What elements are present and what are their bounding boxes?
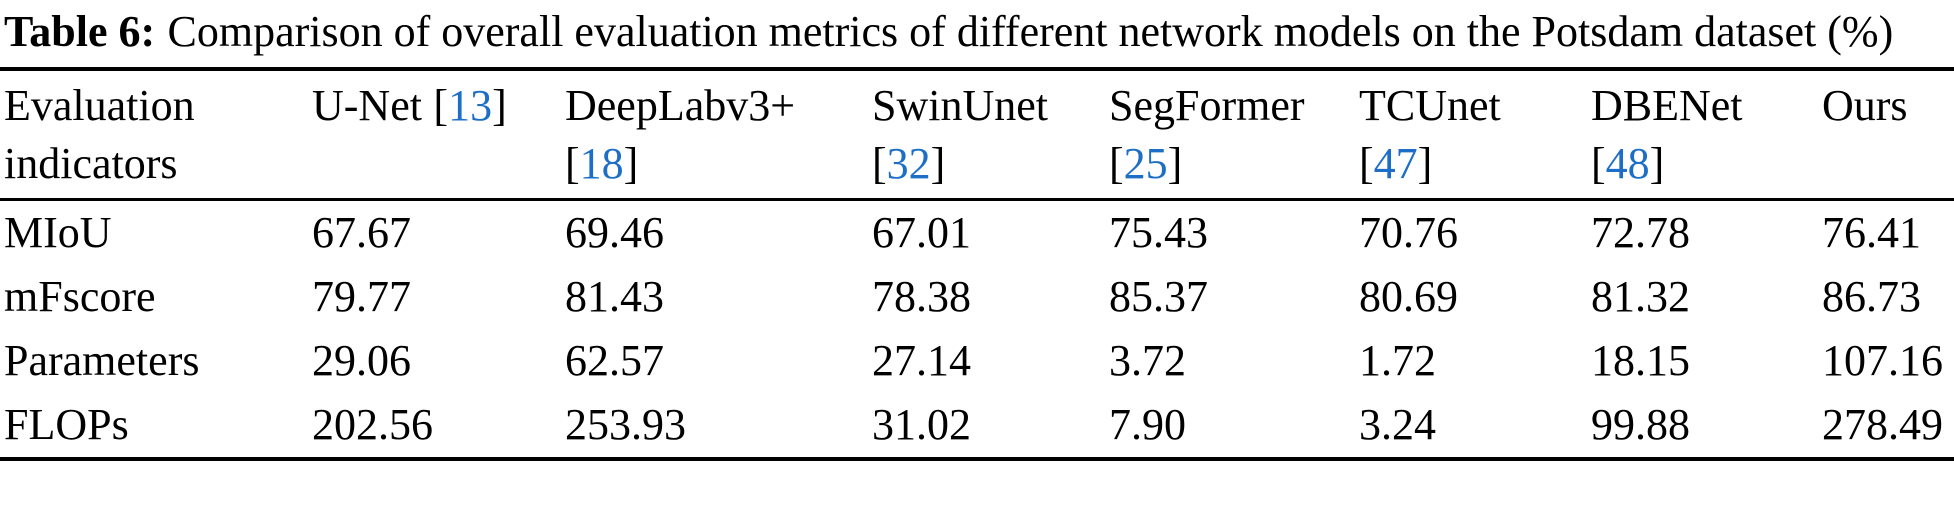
citation-bracket-open: [ xyxy=(1359,139,1374,188)
cell-value: 1.72 xyxy=(1359,336,1436,385)
cell-value: 3.24 xyxy=(1359,400,1436,449)
cell-value: 86.73 xyxy=(1822,272,1921,321)
column-header-evaluation-indicators: Evaluation indicators xyxy=(0,69,308,201)
cell-value: 69.46 xyxy=(565,208,664,257)
citation-bracket-close: ] xyxy=(1649,139,1665,188)
model-name: DeepLabv3+ xyxy=(565,81,796,130)
citation-link: [47] xyxy=(1359,135,1587,193)
cell-value: 7.90 xyxy=(1109,400,1186,449)
metrics-table: Evaluation indicators U-Net [13] DeepLabv… xyxy=(0,67,1954,461)
table-row-parameters: Parameters 29.06 62.57 27.14 3.72 1.72 1… xyxy=(0,329,1954,393)
cell-value: 85.37 xyxy=(1109,272,1208,321)
model-name: SwinUnet xyxy=(872,81,1048,130)
citation-bracket-close: ] xyxy=(492,81,507,130)
column-header-tcunet: TCUnet [47] xyxy=(1355,69,1587,201)
column-header-ours: Ours xyxy=(1818,69,1954,201)
citation-bracket-open: [ xyxy=(1109,139,1124,188)
citation-bracket-close: ] xyxy=(1167,139,1183,188)
model-name: DBENet xyxy=(1591,81,1743,130)
citation-bracket-open: [ xyxy=(1591,139,1606,188)
citation-bracket-close: ] xyxy=(623,139,639,188)
row-label: Parameters xyxy=(4,336,200,385)
cell-value: 18.15 xyxy=(1591,336,1690,385)
cell-value: 81.32 xyxy=(1591,272,1690,321)
cell-value: 70.76 xyxy=(1359,208,1458,257)
citation-bracket-close: ] xyxy=(930,139,946,188)
column-header-unet: U-Net [13] xyxy=(308,69,561,201)
column-header-dbenet: DBENet [48] xyxy=(1587,69,1818,201)
caption-text: Comparison of overall evaluation metrics… xyxy=(167,7,1894,56)
table-row-mfscore: mFscore 79.77 81.43 78.38 85.37 80.69 81… xyxy=(0,265,1954,329)
citation-bracket-open: [ xyxy=(565,139,580,188)
cell-value: 3.72 xyxy=(1109,336,1186,385)
cell-value: 29.06 xyxy=(312,336,411,385)
cell-value: 75.43 xyxy=(1109,208,1208,257)
row-label: MIoU xyxy=(4,208,112,257)
citation-number[interactable]: 25 xyxy=(1123,139,1168,188)
citation-link: [25] xyxy=(1109,135,1355,193)
cell-value: 278.49 xyxy=(1822,400,1943,449)
table-row-flops: FLOPs 202.56 253.93 31.02 7.90 3.24 99.8… xyxy=(0,393,1954,459)
row-label: FLOPs xyxy=(4,400,129,449)
table-row-miou: MIoU 67.67 69.46 67.01 75.43 70.76 72.78… xyxy=(0,200,1954,266)
cell-value: 67.01 xyxy=(872,208,971,257)
cell-value: 27.14 xyxy=(872,336,971,385)
column-label: Ours xyxy=(1822,81,1908,130)
cell-value: 31.02 xyxy=(872,400,971,449)
cell-value: 79.77 xyxy=(312,272,411,321)
citation-link: [13] xyxy=(433,81,506,130)
citation-number[interactable]: 18 xyxy=(579,139,624,188)
citation-bracket-open: [ xyxy=(872,139,887,188)
cell-value: 99.88 xyxy=(1591,400,1690,449)
cell-value: 62.57 xyxy=(565,336,664,385)
citation-number[interactable]: 32 xyxy=(886,139,931,188)
caption-label: Table 6: xyxy=(4,7,156,56)
header-row: Evaluation indicators U-Net [13] DeepLabv… xyxy=(0,69,1954,201)
column-header-swinunet: SwinUnet [32] xyxy=(868,69,1105,201)
citation-number[interactable]: 48 xyxy=(1605,139,1650,188)
cell-value: 76.41 xyxy=(1822,208,1921,257)
cell-value: 202.56 xyxy=(312,400,433,449)
cell-value: 253.93 xyxy=(565,400,686,449)
cell-value: 72.78 xyxy=(1591,208,1690,257)
model-name: U-Net xyxy=(312,81,422,130)
cell-value: 67.67 xyxy=(312,208,411,257)
cell-value: 107.16 xyxy=(1822,336,1943,385)
cell-value: 81.43 xyxy=(565,272,664,321)
citation-bracket-close: ] xyxy=(1417,139,1433,188)
citation-link: [48] xyxy=(1591,135,1818,193)
citation-bracket-open: [ xyxy=(433,81,449,130)
citation-link: [18] xyxy=(565,135,868,193)
column-label: Evaluation indicators xyxy=(4,81,195,188)
column-header-segformer: SegFormer [25] xyxy=(1105,69,1355,201)
cell-value: 80.69 xyxy=(1359,272,1458,321)
column-header-deeplabv3plus: DeepLabv3+ [18] xyxy=(561,69,868,201)
citation-number[interactable]: 47 xyxy=(1373,139,1418,188)
citation-number[interactable]: 13 xyxy=(448,81,493,130)
citation-link: [32] xyxy=(872,135,1105,193)
cell-value: 78.38 xyxy=(872,272,971,321)
model-name: SegFormer xyxy=(1109,81,1305,130)
model-name: TCUnet xyxy=(1359,81,1501,130)
row-label: mFscore xyxy=(4,272,156,321)
table-caption: Table 6: Comparison of overall evaluation… xyxy=(0,0,1954,62)
